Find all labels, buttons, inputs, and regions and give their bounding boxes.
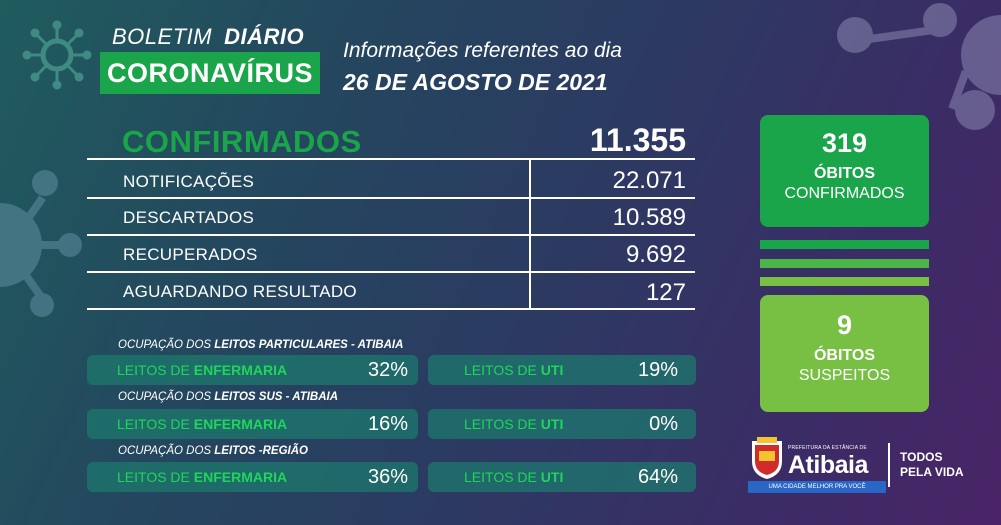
stripe-light bbox=[760, 277, 929, 286]
pill-bold: UTI bbox=[540, 362, 564, 378]
stripe-mid bbox=[760, 259, 929, 268]
slogan-banner: UMA CIDADE MELHOR PRA VOCÊ bbox=[748, 481, 886, 493]
title-bold: LEITOS SUS - ATIBAIA bbox=[214, 391, 339, 403]
beds-particulares-enfermaria: LEITOS DE ENFERMARIA 32% bbox=[87, 355, 418, 385]
row-aguardando-label: AGUARDANDO RESULTADO bbox=[123, 282, 357, 301]
title-prefix: OCUPAÇÃO DOS bbox=[118, 391, 215, 403]
pill-percent: 36% bbox=[367, 465, 408, 488]
atibaia-logo: PREFEITURA DA ESTÂNCIA DE Atibaia UMA CI… bbox=[748, 437, 988, 497]
title-bold: LEITOS -REGIÃO bbox=[214, 445, 308, 457]
deaths-confirmed-count: 319 bbox=[821, 128, 868, 158]
diario-text: DIÁRIO bbox=[224, 24, 305, 49]
pill-label: LEITOS DE UTI bbox=[464, 416, 563, 432]
row-descartados-label: DESCARTADOS bbox=[123, 208, 255, 227]
atibaia-wordmark: Atibaia bbox=[788, 451, 868, 479]
pill-percent: 32% bbox=[367, 358, 408, 381]
virus-icon-left bbox=[0, 170, 82, 317]
row-descartados-value: 10.589 bbox=[612, 204, 686, 231]
beds-sus-enfermaria: LEITOS DE ENFERMARIA 16% bbox=[87, 409, 418, 439]
row-recuperados-value: 9.692 bbox=[625, 241, 686, 268]
pill-label: LEITOS DE UTI bbox=[464, 362, 563, 378]
pill-percent: 16% bbox=[367, 412, 408, 435]
pill-bold: ENFERMARIA bbox=[193, 416, 288, 432]
beds-regiao-enfermaria: LEITOS DE ENFERMARIA 36% bbox=[87, 462, 418, 492]
divider bbox=[87, 234, 695, 236]
pill-percent: 19% bbox=[637, 358, 678, 381]
beds-regiao-uti: LEITOS DE UTI 64% bbox=[428, 462, 696, 492]
row-recuperados-label: RECUPERADOS bbox=[123, 245, 258, 264]
deaths-confirmed-label: ÓBITOS bbox=[813, 165, 876, 182]
deaths-confirmed-box: 319 ÓBITOS CONFIRMADOS bbox=[760, 115, 929, 227]
pill-prefix: LEITOS DE bbox=[464, 362, 541, 378]
row-notificacoes-value: 22.071 bbox=[612, 167, 686, 194]
boletim-diario-title: BOLETIM DIÁRIO bbox=[112, 24, 304, 50]
todos-pela-vida: TODOS PELA VIDA bbox=[900, 450, 964, 480]
pill-prefix: LEITOS DE bbox=[117, 416, 194, 432]
confirmed-value: 11.355 bbox=[589, 122, 686, 158]
pill-prefix: LEITOS DE bbox=[464, 469, 541, 485]
beds-sus-uti: LEITOS DE UTI 0% bbox=[428, 409, 696, 439]
pill-label: LEITOS DE UTI bbox=[464, 469, 563, 485]
stripe-dark bbox=[760, 240, 929, 249]
pill-bold: UTI bbox=[540, 469, 564, 485]
title-prefix: OCUPAÇÃO DOS bbox=[118, 339, 215, 351]
beds-sus-title: OCUPAÇÃO DOS LEITOS SUS - ATIBAIA bbox=[118, 391, 338, 403]
row-notificacoes-label: NOTIFICAÇÕES bbox=[123, 172, 255, 191]
deaths-suspect-box: 9 ÓBITOS SUSPEITOS bbox=[760, 295, 929, 412]
row-aguardando-value: 127 bbox=[645, 279, 686, 306]
boletim-text: BOLETIM bbox=[112, 24, 213, 49]
divider bbox=[87, 271, 695, 273]
pill-prefix: LEITOS DE bbox=[464, 416, 541, 432]
pill-prefix: LEITOS DE bbox=[117, 362, 194, 378]
divider bbox=[87, 197, 695, 199]
virus-icon-header bbox=[22, 20, 92, 90]
prefeitura-text: PREFEITURA DA ESTÂNCIA DE bbox=[788, 445, 867, 451]
pill-bold: UTI bbox=[540, 416, 564, 432]
deaths-suspect-count: 9 bbox=[836, 310, 853, 340]
title-bold: LEITOS PARTICULARES - ATIBAIA bbox=[214, 339, 404, 351]
pela-vida-text: PELA VIDA bbox=[900, 465, 964, 479]
city-crest-icon bbox=[752, 437, 782, 479]
coronavirus-badge: CORONAVÍRUS bbox=[100, 52, 320, 94]
pill-percent: 64% bbox=[637, 465, 678, 488]
beds-regiao-title: OCUPAÇÃO DOS LEITOS -REGIÃO bbox=[118, 445, 308, 457]
beds-particulares-title: OCUPAÇÃO DOS LEITOS PARTICULARES - ATIBA… bbox=[118, 339, 403, 351]
pill-prefix: LEITOS DE bbox=[117, 469, 194, 485]
info-subtitle: Informações referentes ao dia bbox=[343, 39, 622, 62]
beds-particulares-uti: LEITOS DE UTI 19% bbox=[428, 355, 696, 385]
pill-bold: ENFERMARIA bbox=[193, 362, 288, 378]
pill-label: LEITOS DE ENFERMARIA bbox=[117, 362, 287, 378]
divider bbox=[87, 308, 695, 310]
deaths-suspect-label: ÓBITOS bbox=[813, 347, 876, 364]
todos-text: TODOS bbox=[900, 450, 943, 464]
deaths-confirmed-sublabel: CONFIRMADOS bbox=[784, 185, 905, 202]
pill-bold: ENFERMARIA bbox=[193, 469, 288, 485]
column-divider bbox=[529, 158, 531, 310]
pill-label: LEITOS DE ENFERMARIA bbox=[117, 416, 287, 432]
pill-label: LEITOS DE ENFERMARIA bbox=[117, 469, 287, 485]
deaths-suspect-sublabel: SUSPEITOS bbox=[798, 367, 891, 384]
report-date: 26 DE AGOSTO DE 2021 bbox=[343, 69, 608, 95]
title-prefix: OCUPAÇÃO DOS bbox=[118, 445, 215, 457]
divider bbox=[87, 158, 695, 160]
confirmed-label: CONFIRMADOS bbox=[122, 124, 362, 159]
pill-percent: 0% bbox=[649, 412, 678, 435]
logo-divider bbox=[888, 443, 890, 487]
